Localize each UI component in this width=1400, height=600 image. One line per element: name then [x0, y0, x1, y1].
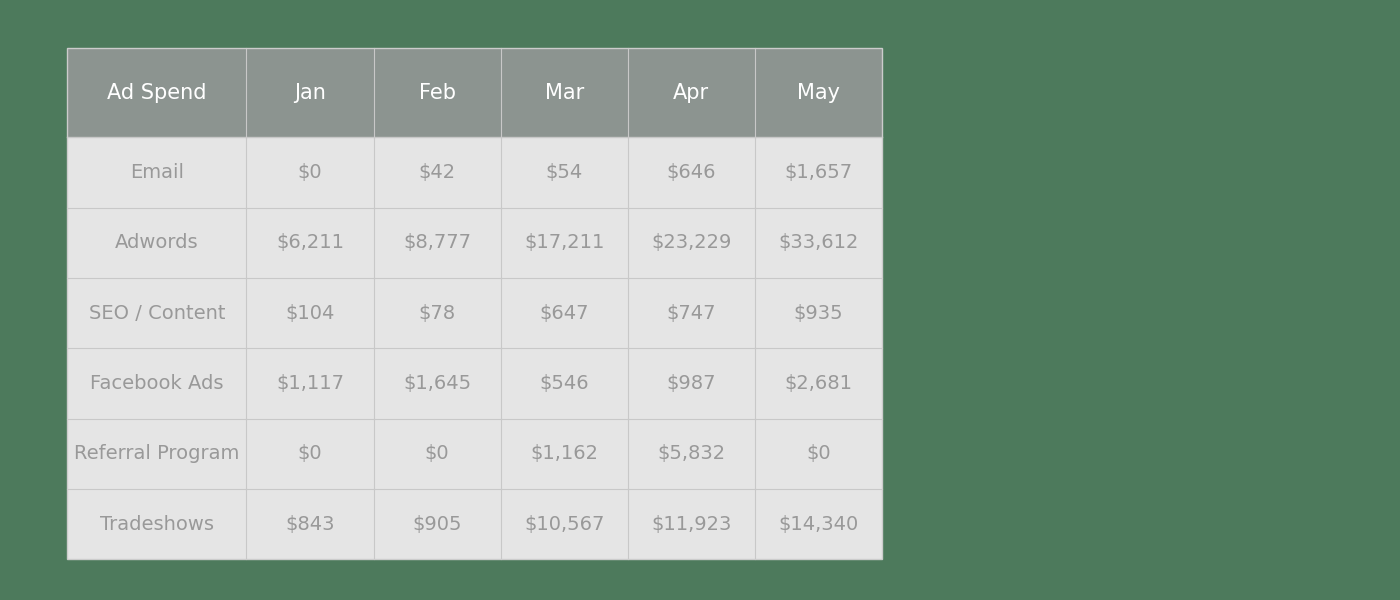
Bar [67, 48, 882, 559]
Text: $10,567: $10,567 [524, 515, 605, 533]
Text: $11,923: $11,923 [651, 515, 732, 533]
Text: Adwords: Adwords [115, 233, 199, 253]
Text: $17,211: $17,211 [524, 233, 605, 253]
Text: May: May [797, 83, 840, 103]
Text: Mar: Mar [545, 83, 584, 103]
Text: $646: $646 [666, 163, 715, 182]
Bar [67, 48, 882, 137]
Text: Facebook Ads: Facebook Ads [90, 374, 224, 393]
Text: $546: $546 [539, 374, 589, 393]
Text: $987: $987 [666, 374, 715, 393]
Text: $0: $0 [298, 444, 322, 463]
Text: $0: $0 [424, 444, 449, 463]
Text: $54: $54 [546, 163, 582, 182]
Text: $1,657: $1,657 [784, 163, 853, 182]
Text: $2,681: $2,681 [784, 374, 853, 393]
Text: $0: $0 [806, 444, 830, 463]
Text: $8,777: $8,777 [403, 233, 472, 253]
Text: $23,229: $23,229 [651, 233, 732, 253]
Text: $843: $843 [286, 515, 335, 533]
Text: Ad Spend: Ad Spend [106, 83, 207, 103]
Text: $5,832: $5,832 [657, 444, 725, 463]
Text: Jan: Jan [294, 83, 326, 103]
Text: Feb: Feb [419, 83, 455, 103]
Text: $104: $104 [286, 304, 335, 323]
Text: $14,340: $14,340 [778, 515, 858, 533]
Text: $33,612: $33,612 [778, 233, 858, 253]
Text: $1,117: $1,117 [276, 374, 344, 393]
Text: $1,645: $1,645 [403, 374, 472, 393]
Text: $647: $647 [539, 304, 589, 323]
Text: $78: $78 [419, 304, 455, 323]
Text: $6,211: $6,211 [276, 233, 344, 253]
Text: $905: $905 [413, 515, 462, 533]
Text: SEO / Content: SEO / Content [88, 304, 225, 323]
Text: Apr: Apr [673, 83, 710, 103]
Text: Email: Email [130, 163, 183, 182]
Text: $0: $0 [298, 163, 322, 182]
Text: $935: $935 [794, 304, 843, 323]
Bar [67, 48, 882, 559]
Text: $747: $747 [666, 304, 715, 323]
Text: $1,162: $1,162 [531, 444, 598, 463]
Text: Referral Program: Referral Program [74, 444, 239, 463]
Text: $42: $42 [419, 163, 455, 182]
Text: Tradeshows: Tradeshows [99, 515, 214, 533]
